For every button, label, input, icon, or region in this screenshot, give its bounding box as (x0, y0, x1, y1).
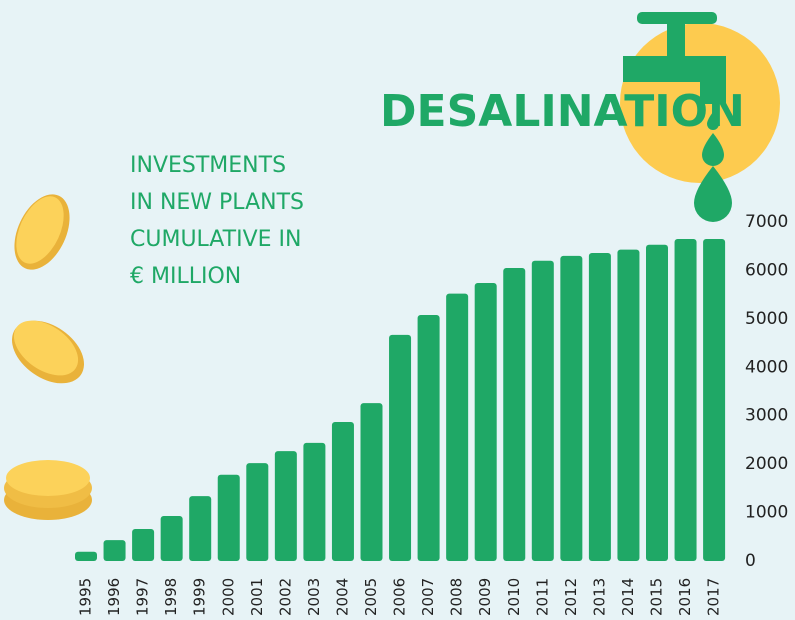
x-tick-label: 2015 (648, 578, 666, 616)
y-tick-label: 2000 (745, 454, 788, 474)
bar (75, 551, 97, 561)
x-tick-label: 2004 (333, 578, 351, 616)
subtitle-line: CUMULATIVE IN (130, 227, 301, 252)
x-tick-label: 2014 (619, 578, 637, 616)
x-tick-label: 1998 (162, 578, 180, 616)
bar (531, 260, 554, 561)
subtitle: INVESTMENTS IN NEW PLANTS CUMULATIVE IN € M… (130, 153, 304, 289)
x-tick-label: 2013 (590, 578, 608, 616)
x-tick-label: 2011 (533, 578, 551, 616)
bar (360, 403, 383, 561)
bar (617, 249, 640, 561)
y-tick-label: 0 (745, 551, 756, 571)
bar (474, 283, 497, 561)
chart-title: DESALINATION (380, 86, 745, 137)
bar (703, 238, 726, 561)
bar (417, 314, 440, 561)
x-tick-label: 2010 (505, 578, 523, 616)
x-tick-label: 2017 (705, 578, 723, 616)
x-tick-label: 2009 (476, 578, 494, 616)
bar (646, 244, 668, 562)
bar (217, 474, 240, 561)
x-tick-label: 2007 (419, 578, 437, 616)
y-tick-label: 3000 (745, 406, 788, 426)
x-tick-label: 1996 (105, 578, 123, 616)
bar (389, 334, 412, 561)
bar (588, 252, 611, 561)
bar (274, 451, 297, 561)
bar (246, 463, 269, 561)
x-tick-label: 2005 (362, 578, 380, 616)
x-tick-label: 2000 (219, 578, 237, 616)
bar (674, 238, 697, 561)
bar (160, 515, 183, 561)
bar (303, 442, 326, 561)
subtitle-line: € MILLION (130, 264, 241, 289)
faucet (623, 12, 732, 222)
subtitle-line: IN NEW PLANTS (130, 190, 304, 215)
y-tick-label: 4000 (745, 357, 788, 377)
x-tick-label: 2003 (305, 578, 323, 616)
bar (560, 255, 583, 561)
x-tick-label: 2008 (448, 578, 466, 616)
x-tick-label: 1995 (77, 578, 95, 616)
bar (103, 540, 126, 561)
y-tick-label: 1000 (745, 503, 788, 523)
bar (189, 496, 212, 561)
bar (503, 268, 526, 561)
x-tick-label: 2001 (248, 578, 266, 616)
x-tick-label: 2012 (562, 578, 580, 616)
y-tick-label: 6000 (745, 260, 788, 280)
x-tick-label: 2002 (276, 578, 294, 616)
bar (331, 422, 354, 561)
subtitle-line: INVESTMENTS (130, 153, 286, 178)
x-tick-label: 2006 (391, 578, 409, 616)
y-tick-label: 7000 (745, 212, 788, 232)
bar (132, 529, 155, 561)
y-tick-label: 5000 (745, 309, 788, 329)
coins (4, 194, 92, 520)
x-tick-label: 2016 (676, 578, 694, 616)
x-tick-label: 1997 (134, 578, 152, 616)
x-tick-label: 1999 (191, 578, 209, 616)
bar (446, 293, 469, 561)
